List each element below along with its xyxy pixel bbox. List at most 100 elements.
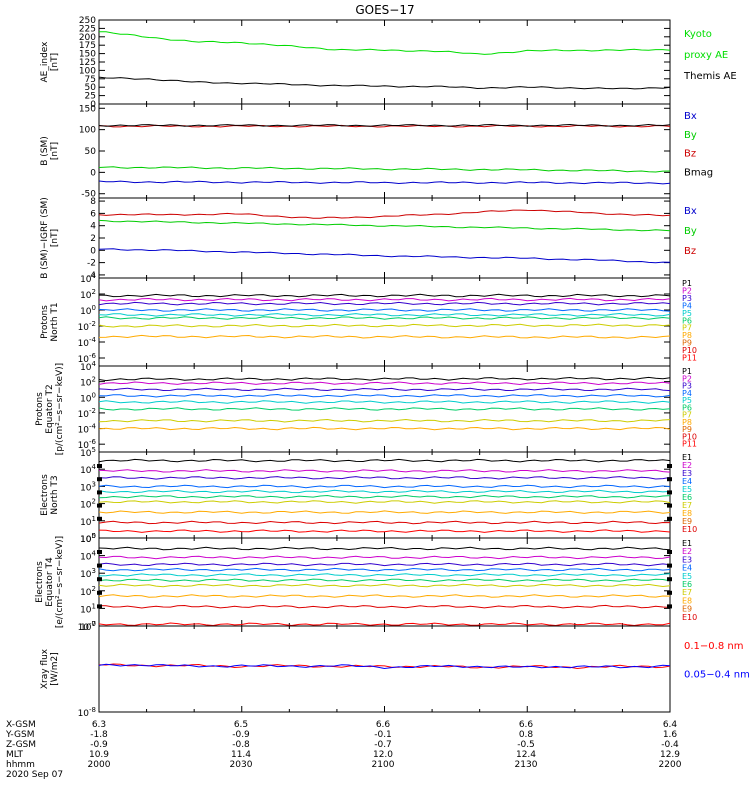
- footer-value: 11.4: [231, 750, 251, 760]
- footer-value: 6.3: [92, 720, 106, 730]
- footer-value: -0.1: [374, 730, 392, 740]
- legend-label: E9: [682, 517, 692, 526]
- footer-value: -0.7: [374, 740, 392, 750]
- series-line-e2: [98, 469, 671, 473]
- y-tick-label: -50: [81, 190, 96, 200]
- legend-label: P1: [682, 279, 692, 288]
- ephemeris-footer: X-GSM 6.3 6.5 6.6 6.6 6.4Y-GSM -1.8 -0.9 -0.1 0.8…: [5, 720, 682, 780]
- y-tick-label: 50: [85, 147, 97, 157]
- y-tick-label: 102: [80, 288, 96, 301]
- y-tick-label: 102: [80, 376, 96, 389]
- legend-label: P11: [682, 440, 697, 449]
- legend-label: P11: [682, 354, 697, 363]
- footer-value: -0.9: [90, 740, 108, 750]
- y-axis-label: [e/(cm²−s−sr−keV)]: [55, 536, 65, 628]
- y-tick-label: 102: [80, 585, 96, 598]
- legend-label: P6: [682, 316, 692, 325]
- footer-value: 12.0: [373, 750, 393, 760]
- legend-label: E7: [682, 588, 692, 597]
- legend-label: E6: [682, 580, 692, 589]
- y-tick-label: 200: [79, 33, 96, 43]
- panel-frame: [98, 19, 671, 105]
- footer-value: 1.6: [663, 730, 678, 740]
- legend-label: P7: [682, 324, 692, 333]
- footer-value: 2030: [230, 760, 253, 770]
- legend-label: P2: [682, 374, 692, 383]
- legend-label: P7: [682, 411, 692, 420]
- series-line-kyoto-proxy-ae: [99, 31, 671, 55]
- y-tick-label: 100: [80, 391, 96, 404]
- y-tick-label: 102: [80, 498, 96, 511]
- y-tick-label: 25: [85, 92, 96, 102]
- y-tick-label: 103: [80, 480, 96, 493]
- series-line-p7: [98, 418, 671, 423]
- footer-row-label: Y-GSM: [5, 730, 34, 740]
- series-line-e7: [98, 500, 671, 504]
- legend-label: By: [684, 226, 697, 237]
- y-axis-label: B (SM): [40, 136, 50, 166]
- legend-label: P9: [682, 425, 692, 434]
- series-line-e9: [98, 604, 671, 609]
- channel-marker: [97, 464, 102, 468]
- y-tick-label: 10-2: [78, 320, 96, 333]
- channel-marker: [97, 490, 102, 495]
- legend-label: P9: [682, 339, 692, 348]
- y-tick-label: 10-2: [78, 407, 96, 420]
- y-tick-label: 100: [79, 126, 96, 136]
- y-tick-label: -4: [87, 271, 96, 281]
- legend-label: P4: [682, 389, 692, 398]
- series-line-e6: [98, 578, 671, 583]
- legend-label: E9: [682, 605, 692, 614]
- y-tick-label: 125: [79, 58, 96, 68]
- series-line-e10: [98, 529, 671, 533]
- series-line-bz: [98, 124, 671, 128]
- footer-value: -1.8: [90, 730, 108, 740]
- footer-date: 2020 Sep 07: [6, 770, 63, 780]
- channel-marker: [667, 464, 672, 468]
- series-line-e9: [98, 520, 671, 525]
- y-tick-label: 10-4: [78, 336, 97, 349]
- y-tick-label: 2: [90, 234, 96, 244]
- y-axis-label: Protons: [35, 392, 45, 426]
- legend-label: P2: [682, 286, 692, 295]
- series-line-e3: [98, 562, 671, 567]
- channel-marker: [667, 604, 672, 609]
- channel-marker: [97, 516, 102, 521]
- legend-label: E3: [682, 555, 692, 564]
- channel-marker: [667, 490, 672, 495]
- y-tick-label: 104: [80, 360, 96, 373]
- series-line-p4: [98, 308, 671, 312]
- footer-value: 2100: [372, 760, 395, 770]
- legend-label: P3: [682, 294, 692, 303]
- panel-4: 104 102 100 10-2 10-4 10-6 Protons North T1 P1P2…: [40, 272, 697, 367]
- series-line-e10: [98, 622, 671, 627]
- y-tick-label: 225: [79, 24, 96, 34]
- legend-label: 0.05−0.4 nm: [684, 670, 750, 681]
- series-line-p8: [98, 426, 671, 431]
- series-line-e7: [98, 583, 671, 588]
- y-tick-label: 10-7: [78, 620, 96, 633]
- y-axis-label: North T1: [50, 302, 60, 341]
- y-tick-label: 105: [80, 532, 96, 545]
- legend-label: P10: [682, 346, 697, 355]
- y-axis-label: [nT]: [50, 229, 60, 247]
- footer-row-label: X-GSM: [6, 720, 36, 730]
- legend-label: E7: [682, 501, 692, 510]
- y-axis-label: Equator T2: [45, 384, 55, 433]
- y-axis-label: AE_index: [40, 41, 50, 83]
- footer-value: 2000: [88, 760, 111, 770]
- y-axis-label: [p/(cm²−s−sr−keV)]: [55, 363, 65, 455]
- y-tick-label: 10-8: [78, 706, 96, 719]
- y-tick-label: 150: [79, 50, 96, 60]
- y-axis-label: Electrons: [40, 474, 50, 516]
- series-line-p3: [98, 301, 671, 306]
- series-line-bz: [98, 209, 671, 219]
- legend-label: P1: [682, 367, 692, 376]
- legend-label: P8: [682, 331, 692, 340]
- y-axis-label: Equator T4: [45, 557, 55, 607]
- y-axis-label: Electrons: [35, 561, 45, 603]
- legend-label: E5: [682, 485, 692, 494]
